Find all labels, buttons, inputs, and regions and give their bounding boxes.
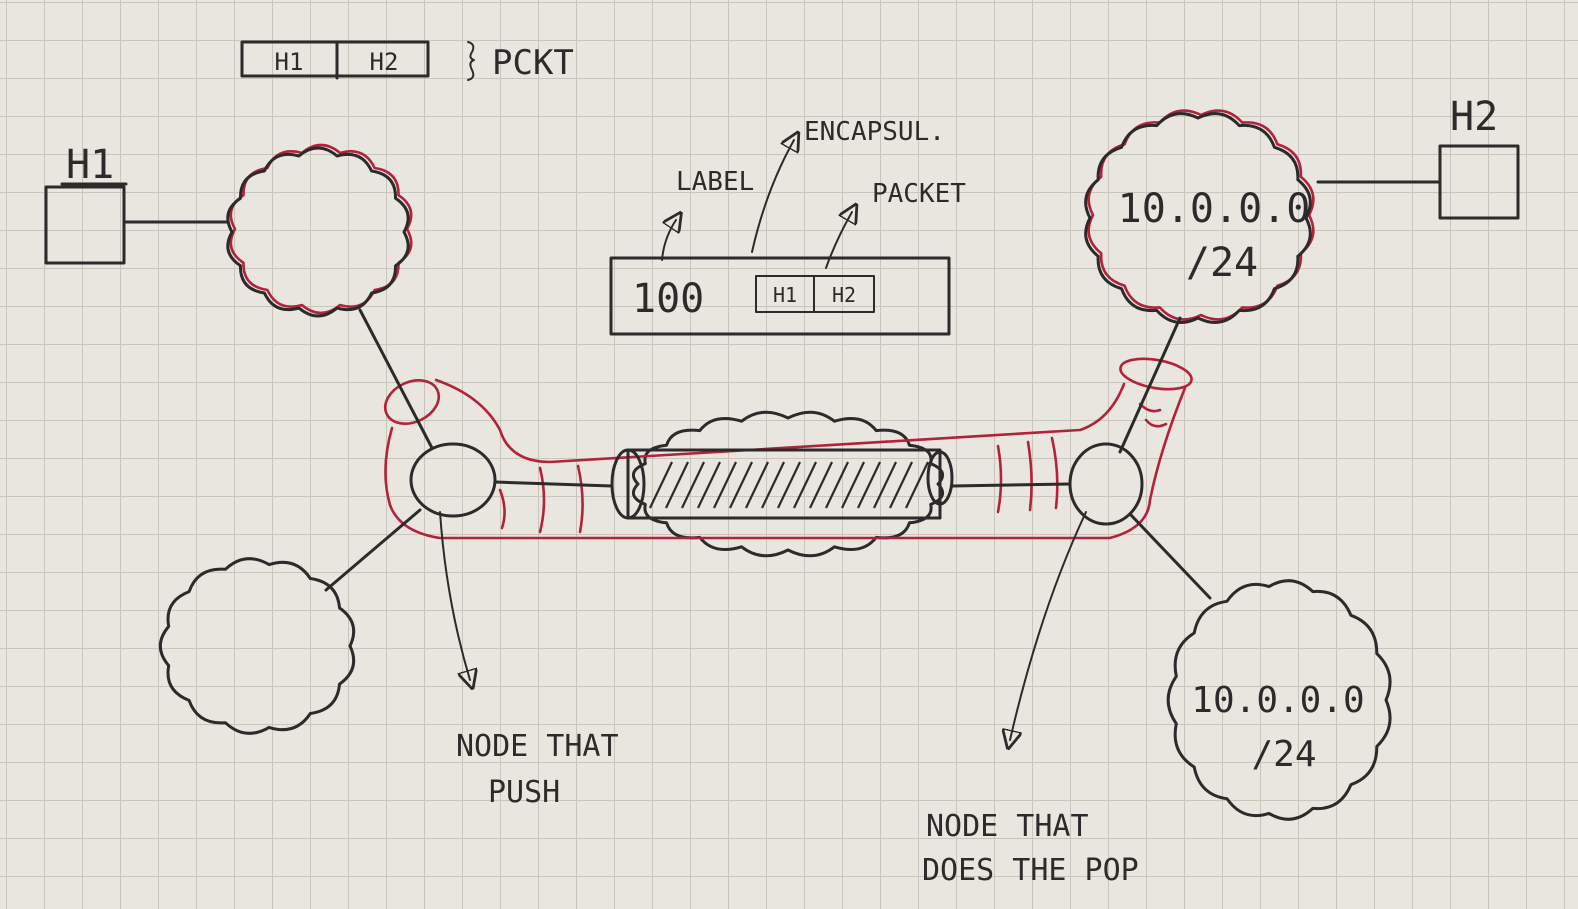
ingress-router [324,308,614,592]
pipe-hatch-line [649,461,673,509]
tunnel-entry-mouth [383,379,441,425]
host-h2-box [1438,144,1520,220]
pipe-body [626,448,942,520]
encapsulation-diagram: LABEL ENCAPSUL. PACKET 100 H1 H2 [609,117,966,336]
top-right-network-prefix: /24 [1186,240,1258,286]
pipe-hatch-line [713,461,737,509]
push-node-label-line1: NODE THAT [456,729,619,764]
pipe-hatch-line [681,461,705,509]
packet-arrow [825,212,852,269]
pipe-hatch-line [745,461,769,509]
tunnel-outline-bottom [384,386,1187,540]
packet-legend: H1 H2 PCKT [240,40,574,83]
core-pipe [610,448,954,520]
lsp-tunnel [383,357,1193,540]
h2-site-cloud [1084,109,1315,324]
packet-legend-brace [467,41,475,81]
pipe-hatch-line [777,461,801,509]
pipe-hatch-line [825,461,849,509]
core-network-cloud [631,410,945,558]
pipe-hatch-line [793,461,817,509]
top-right-network-address: 10.0.0.0 [1118,186,1311,232]
egress-router [950,316,1212,600]
host-h2: H2 [1316,94,1520,220]
inner-packet-h1: H1 [773,283,797,307]
core-to-egress-link [950,482,1072,488]
pipe-hatch-line [857,461,881,509]
tunnel-ribs [498,402,1168,534]
ingress-to-core-link [493,480,614,488]
host-h1: H1 [44,142,230,265]
lower-left-cloud [158,557,356,735]
tunnel-outline-top [434,378,1126,464]
pipe-hatching [649,461,929,509]
pipe-hatch-line [841,461,865,509]
egress-router-node [1068,442,1144,526]
packet-legend-h2: H2 [370,48,399,76]
pipe-hatch-line [729,461,753,509]
pop-node-label-line1: NODE THAT [926,809,1089,844]
pop-node-label-line2: DOES THE POP [922,853,1139,888]
pipe-hatch-line [761,461,785,509]
encapsulation-arrow [751,140,794,253]
pipe-hatch-line [905,461,929,509]
pipe-hatch-line [873,461,897,509]
packet-annotation: PACKET [872,179,966,209]
lower-right-cloud [1166,579,1392,821]
tunnel-exit-mouth [1119,357,1193,391]
pipe-left-end [610,448,646,520]
pipe-hatch-line [889,461,913,509]
push-node-arrow [439,511,470,680]
egress-to-h2-cloud-link [1118,316,1182,454]
ingress-to-h1-cloud-link [358,308,434,450]
label-annotation: LABEL [676,167,754,197]
pipe-hatch-line [809,461,833,509]
push-node-label-line2: PUSH [488,775,560,810]
clouds [158,109,1392,821]
bottom-right-network-prefix: /24 [1251,734,1316,775]
packet-legend-label: PCKT [492,43,574,83]
ingress-to-lower-cloud-link [324,508,422,592]
pipe-right-end [926,450,954,506]
pipe-hatch-line [697,461,721,509]
encapsulation-annotation: ENCAPSUL. [804,117,945,147]
host-h1-box [44,185,126,265]
host-h1-label: H1 [66,142,114,188]
bottom-right-network-address: 10.0.0.0 [1191,680,1364,721]
label-arrow [661,220,676,261]
host-h2-label: H2 [1450,94,1498,140]
ingress-router-node [409,442,497,518]
pop-node-arrow [1010,511,1087,740]
packet-legend-box [240,40,430,78]
label-value: 100 [632,276,704,322]
frame-box [609,256,951,336]
pipe-hatch-line [665,461,689,509]
inner-packet-h2: H2 [832,283,856,307]
packet-legend-h1: H1 [275,48,304,76]
egress-to-lower-cloud-link [1128,512,1212,600]
h1-site-cloud [226,143,413,318]
